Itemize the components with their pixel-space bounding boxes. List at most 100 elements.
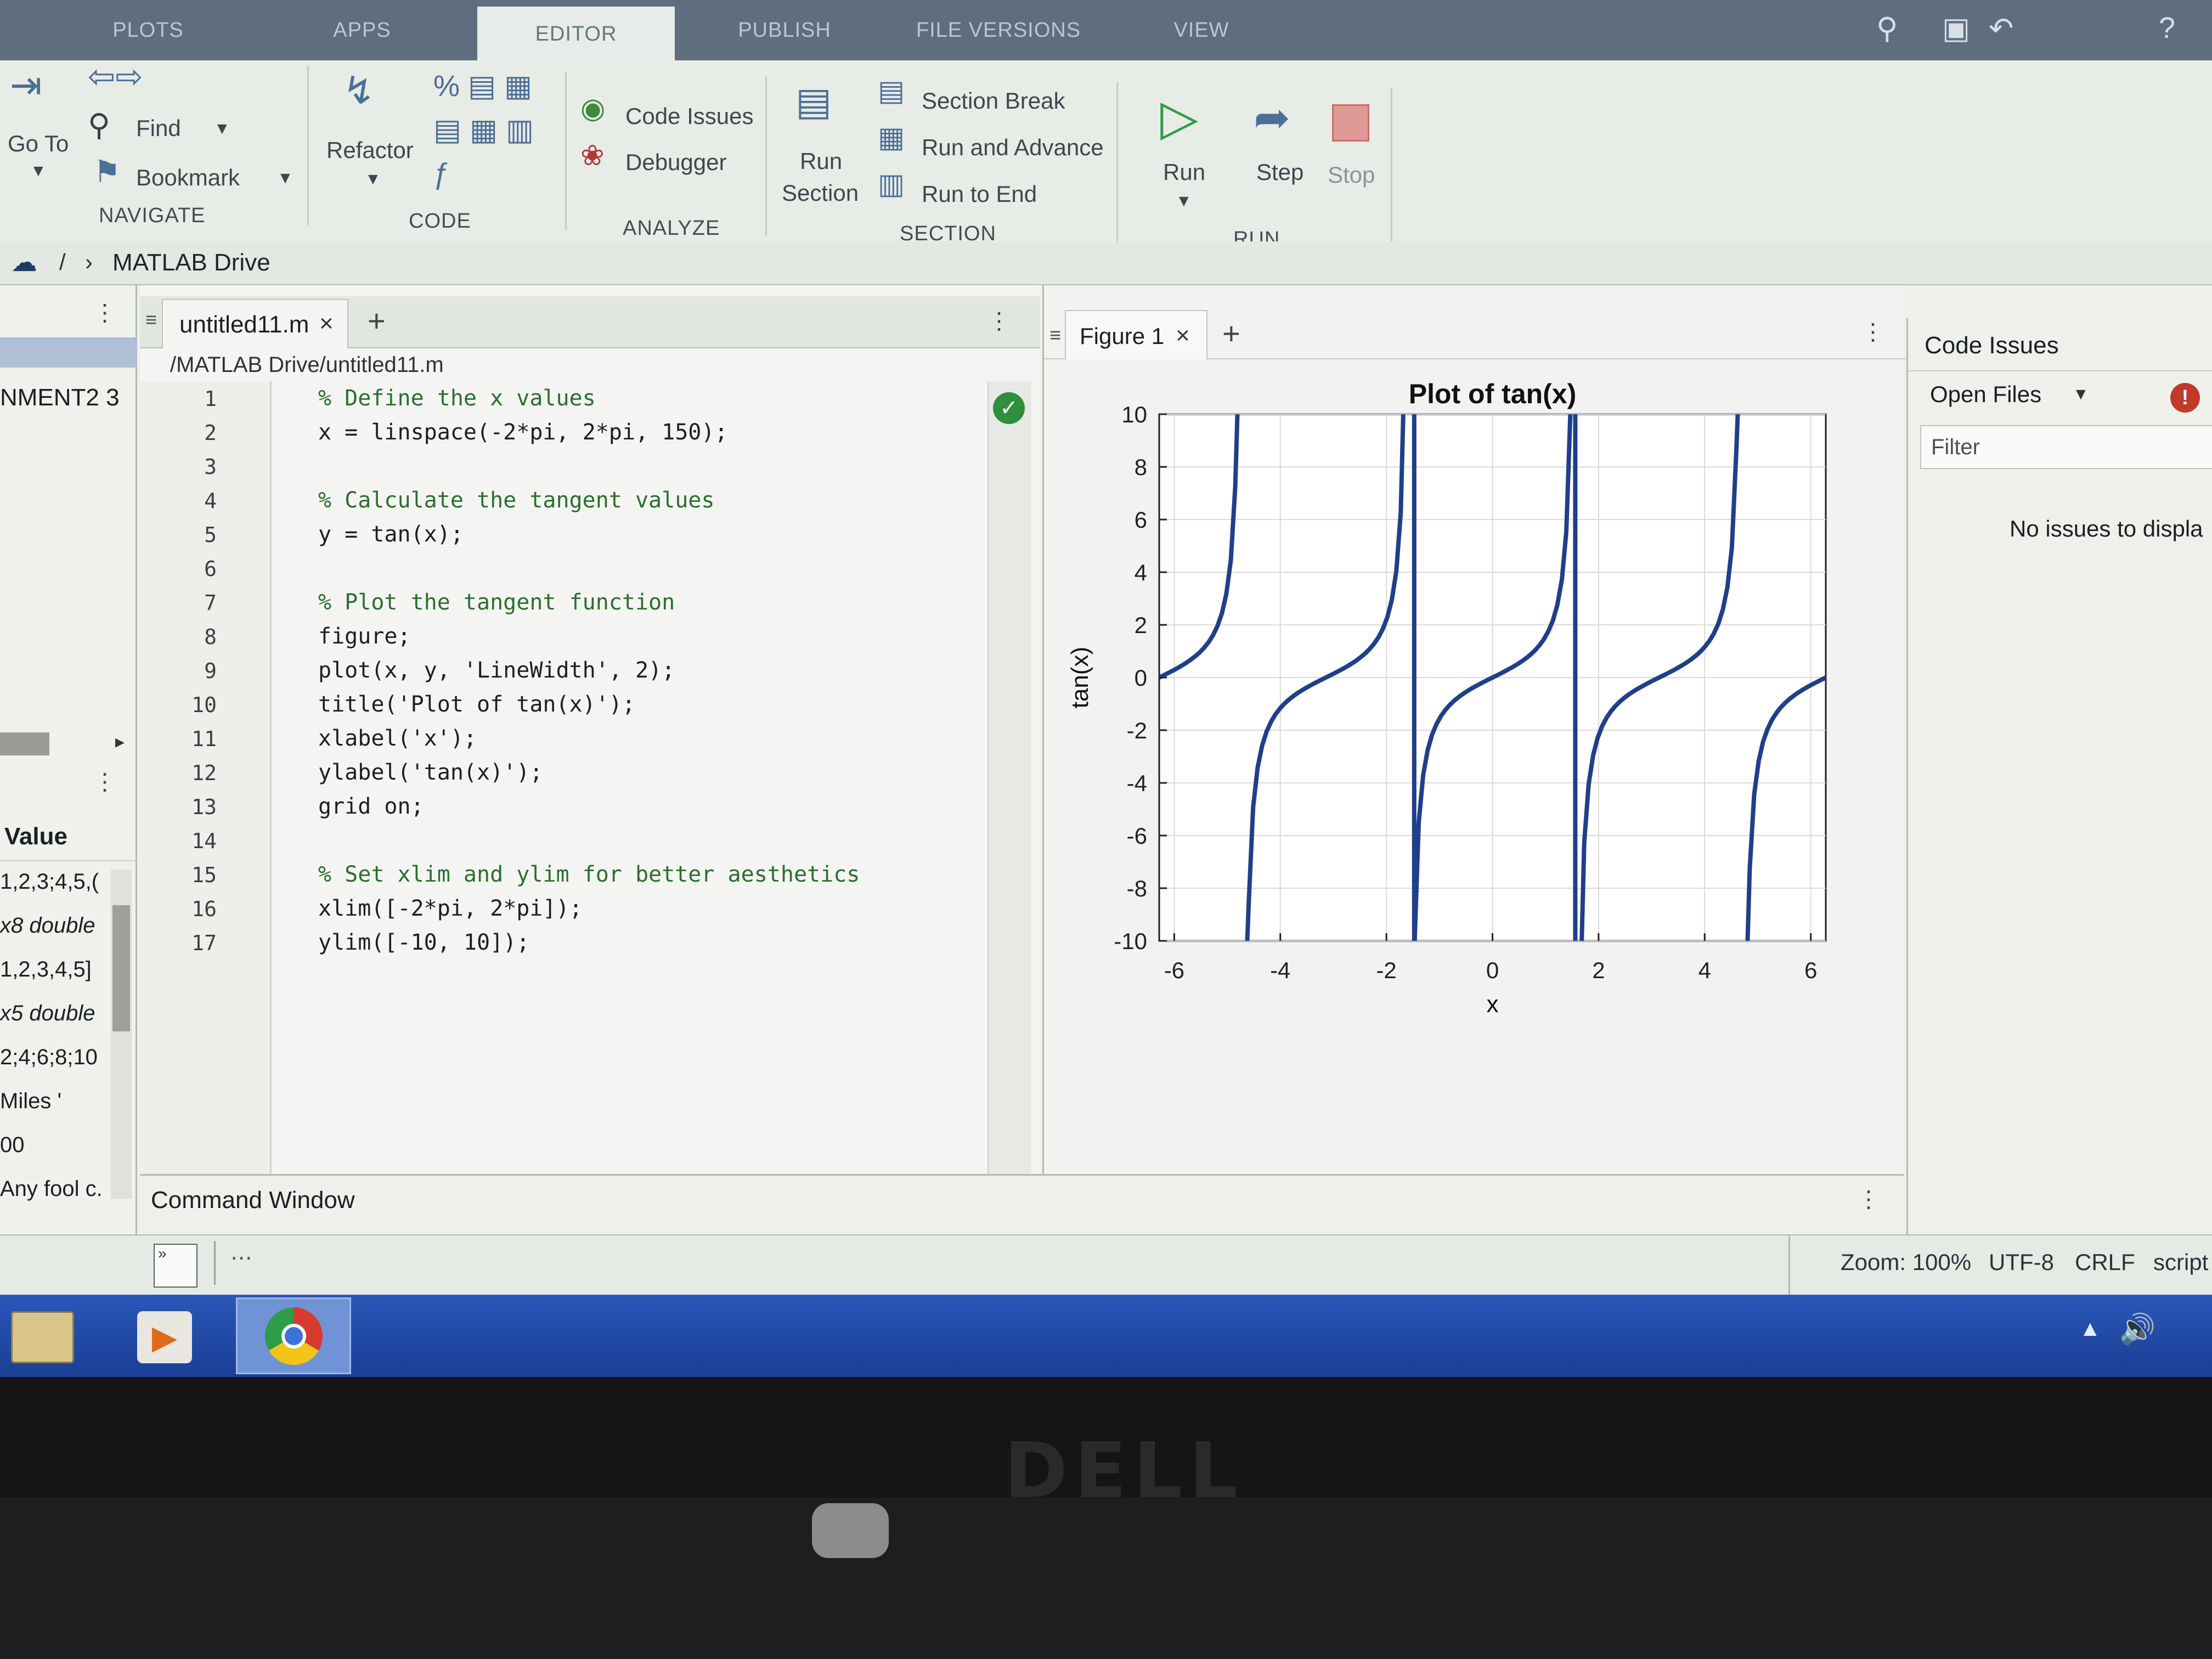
workspace-value[interactable]: 00	[0, 1133, 25, 1157]
tray-expand-icon[interactable]: ▲	[2079, 1317, 2101, 1341]
zoom-level[interactable]: Zoom: 100%	[1841, 1249, 1972, 1275]
indent-icon[interactable]: ▤ ▦ ▥	[433, 114, 534, 146]
code-line[interactable]: xlabel('x');	[318, 726, 477, 751]
workspace-file-item[interactable]: NMENT2 3	[0, 384, 120, 411]
refactor-button[interactable]: Refactor	[326, 137, 414, 163]
run-button[interactable]: Run	[1163, 159, 1206, 185]
panel-menu-icon[interactable]: ⋮	[93, 769, 116, 794]
document-list-icon[interactable]: ≡	[1049, 324, 1062, 346]
divider	[1908, 370, 2212, 371]
encoding[interactable]: UTF-8	[1989, 1249, 2054, 1275]
save-icon[interactable]: ▣	[1942, 12, 1971, 45]
add-tab-icon[interactable]: +	[368, 303, 386, 338]
toolstrip-ribbon: ⇥ Go To ▼ ⇦⇨ ⚲ Find ▼ ⚑ Bookmark ▼ NAVIG…	[0, 60, 2212, 258]
file-explorer-icon[interactable]	[11, 1311, 74, 1363]
workspace-value[interactable]: Miles '	[0, 1089, 62, 1113]
run-to-end-button[interactable]: Run to End	[922, 181, 1037, 207]
undo-icon[interactable]: ↶	[1989, 12, 2014, 45]
code-line[interactable]: figure;	[318, 624, 411, 649]
chevron-down-icon[interactable]: ▼	[1176, 192, 1192, 210]
code-line[interactable]: ylabel('tan(x)');	[318, 760, 543, 785]
plot-title: Plot of tan(x)	[1409, 379, 1577, 409]
chevron-down-icon[interactable]: ▼	[2073, 385, 2089, 403]
comment-icon[interactable]: % ▤ ▦	[433, 70, 533, 103]
step-button[interactable]: Step	[1256, 159, 1304, 185]
code-line[interactable]: % Plot the tangent function	[318, 590, 675, 615]
code-line[interactable]: plot(x, y, 'LineWidth', 2);	[318, 658, 675, 683]
line-number: 13	[191, 795, 217, 819]
status-bar: » ⋯ Zoom: 100% UTF-8 CRLF script	[0, 1234, 2212, 1296]
stop-button[interactable]: Stop	[1328, 162, 1375, 188]
chevron-down-icon[interactable]: ▼	[277, 169, 294, 187]
section-break-button[interactable]: Section Break	[922, 88, 1065, 114]
workspace-value[interactable]: x5 double	[0, 1001, 95, 1025]
code-line[interactable]: % Define the x values	[318, 386, 596, 411]
chrome-taskbar-button[interactable]	[236, 1297, 351, 1374]
volume-icon[interactable]: 🔊	[2119, 1313, 2156, 1346]
more-icon[interactable]: ⋯	[230, 1246, 252, 1270]
filter-input[interactable]: Filter	[1920, 425, 2212, 469]
tab-editor[interactable]: EDITOR	[477, 7, 675, 61]
tab-publish[interactable]: PUBLISH	[738, 18, 831, 42]
bookmark-button[interactable]: Bookmark	[136, 165, 240, 190]
code-line[interactable]: grid on;	[318, 794, 424, 819]
code-issues-button[interactable]: Code Issues	[625, 103, 754, 129]
editor-tab-untitled11[interactable]: untitled11.m ×	[162, 299, 348, 348]
editor-file-path: /MATLAB Drive/untitled11.m	[170, 353, 444, 377]
media-player-icon[interactable]: ▶	[137, 1311, 192, 1363]
find-button[interactable]: Find	[136, 115, 181, 141]
panel-menu-icon[interactable]: ⋮	[93, 300, 116, 325]
workspace-value[interactable]: 1,2,3;4,5,(	[0, 870, 99, 894]
add-tab-icon[interactable]: +	[1222, 316, 1240, 351]
function-icon[interactable]: ƒ	[433, 157, 450, 190]
code-line[interactable]: % Calculate the tangent values	[318, 488, 715, 513]
code-line[interactable]: ylim([-10, 10]);	[318, 930, 530, 955]
tab-apps[interactable]: APPS	[333, 18, 391, 42]
breadcrumb-root[interactable]: /	[59, 249, 66, 275]
workspace-value[interactable]: x8 double	[0, 913, 95, 938]
code-line[interactable]: title('Plot of tan(x)');	[318, 692, 635, 717]
back-arrow-icon[interactable]: ⇦⇨	[88, 58, 143, 95]
search-icon[interactable]: ⚲	[1876, 12, 1898, 45]
run-section-button-line1[interactable]: Run	[800, 148, 843, 174]
horizontal-scrollbar[interactable]	[0, 732, 49, 755]
tab-plots[interactable]: PLOTS	[112, 18, 184, 42]
file-type[interactable]: script	[2153, 1249, 2209, 1275]
tab-view[interactable]: VIEW	[1173, 18, 1229, 42]
prompt-icon[interactable]: »	[154, 1244, 198, 1288]
tab-file-versions[interactable]: FILE VERSIONS	[916, 18, 1081, 42]
chevron-down-icon[interactable]: ▼	[30, 162, 47, 180]
close-icon[interactable]: ×	[1176, 322, 1190, 349]
code-line[interactable]: xlim([-2*pi, 2*pi]);	[318, 896, 583, 921]
figure-tab[interactable]: Figure 1 ×	[1065, 310, 1207, 359]
run-and-advance-button[interactable]: Run and Advance	[922, 134, 1104, 160]
scrollbar-thumb[interactable]	[112, 905, 130, 1031]
command-window[interactable]: Command Window ⋮	[140, 1174, 1904, 1245]
tan-plot[interactable]: -6 -4 -2 0 2 4 6 10 8 6 4 2 0 -2 -4 -6 -8 -10 Plot of tan(…	[1044, 362, 1905, 1174]
workspace-value[interactable]: 2;4;6;8;10	[0, 1045, 98, 1069]
x-tick-label: 6	[1804, 957, 1817, 983]
breadcrumb-matlab-drive[interactable]: MATLAB Drive	[112, 249, 270, 276]
code-line[interactable]: y = tan(x);	[318, 522, 464, 547]
chevron-down-icon[interactable]: ▼	[365, 170, 381, 188]
value-column-header[interactable]: Value	[4, 823, 67, 850]
check-icon[interactable]: ✓	[993, 392, 1025, 424]
run-section-button-line2[interactable]: Section	[782, 180, 859, 206]
help-icon[interactable]: ?	[2159, 12, 2176, 44]
debugger-button[interactable]: Debugger	[625, 149, 727, 175]
panel-menu-icon[interactable]: ⋮	[1857, 1186, 1880, 1212]
scope-dropdown[interactable]: Open Files	[1930, 381, 2042, 407]
panel-menu-icon[interactable]: ⋮	[1861, 319, 1884, 345]
code-line[interactable]: % Set xlim and ylim for better aesthetic…	[318, 862, 860, 887]
chevron-right-icon[interactable]: ▸	[115, 731, 125, 752]
chevron-down-icon[interactable]: ▼	[214, 120, 230, 138]
ribbon-divider	[307, 66, 309, 225]
close-icon[interactable]: ×	[319, 310, 334, 337]
workspace-value[interactable]: 1,2,3,4,5]	[0, 957, 92, 981]
go-to-button[interactable]: Go To	[8, 131, 69, 156]
workspace-value[interactable]: Any fool c.	[0, 1177, 103, 1201]
code-line[interactable]: x = linspace(-2*pi, 2*pi, 150);	[318, 420, 728, 445]
line-ending[interactable]: CRLF	[2075, 1249, 2135, 1275]
panel-menu-icon[interactable]: ⋮	[988, 308, 1011, 334]
document-list-icon[interactable]: ≡	[145, 308, 157, 331]
